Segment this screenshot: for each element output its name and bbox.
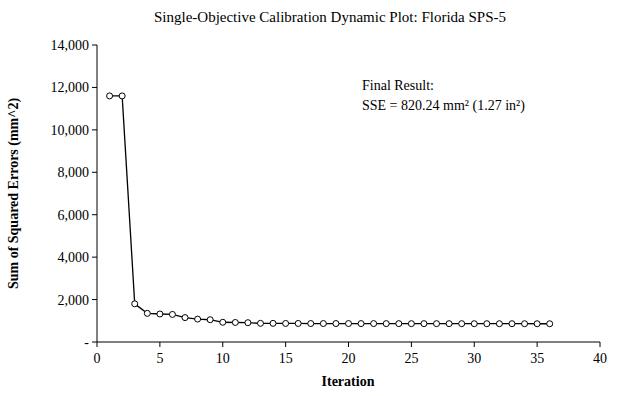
y-tick-label: 6,000 — [58, 208, 90, 223]
y-tick — [92, 172, 97, 173]
marker — [320, 321, 326, 327]
x-tick-label: 25 — [404, 351, 418, 366]
x-tick-label: 40 — [593, 351, 607, 366]
marker — [157, 311, 163, 317]
series-line — [110, 96, 550, 324]
marker — [522, 321, 528, 327]
marker — [333, 321, 339, 327]
x-tick-label: 30 — [467, 351, 481, 366]
marker — [471, 321, 477, 327]
y-tick-label: 2,000 — [58, 293, 90, 308]
x-tick — [411, 342, 412, 347]
marker — [358, 321, 364, 327]
marker — [446, 321, 452, 327]
x-tick — [159, 342, 160, 347]
x-tick — [348, 342, 349, 347]
marker — [547, 321, 553, 327]
y-tick-label: - — [84, 335, 89, 350]
marker — [295, 320, 301, 326]
y-axis — [97, 45, 98, 342]
annotation: Final Result: — [362, 78, 434, 93]
x-tick — [474, 342, 475, 347]
marker — [220, 319, 226, 325]
x-tick-label: 20 — [342, 351, 356, 366]
x-tick-label: 35 — [530, 351, 544, 366]
x-tick — [537, 342, 538, 347]
x-tick-label: 5 — [156, 351, 163, 366]
marker — [308, 321, 314, 327]
plot-area — [107, 93, 553, 327]
x-tick — [600, 342, 601, 347]
x-tick-label: 10 — [216, 351, 230, 366]
marker — [270, 320, 276, 326]
marker — [107, 93, 113, 99]
marker — [245, 320, 251, 326]
x-tick-label: 0 — [94, 351, 101, 366]
marker — [383, 321, 389, 327]
x-tick — [97, 342, 98, 347]
x-tick-label: 15 — [279, 351, 293, 366]
marker — [371, 321, 377, 327]
y-tick — [92, 342, 97, 343]
background — [0, 0, 625, 396]
marker — [207, 317, 213, 323]
y-tick-label: 10,000 — [51, 123, 90, 138]
marker — [396, 321, 402, 327]
marker — [484, 321, 490, 327]
y-tick-label: 4,000 — [58, 250, 90, 265]
marker — [496, 321, 502, 327]
y-axis-label: Sum of Squared Errors (mm^2) — [6, 98, 22, 290]
marker — [144, 310, 150, 316]
marker — [509, 321, 515, 327]
y-tick — [92, 257, 97, 258]
marker — [459, 321, 465, 327]
y-tick — [92, 214, 97, 215]
marker — [119, 93, 125, 99]
marker — [195, 316, 201, 322]
y-tick-label: 12,000 — [51, 80, 90, 95]
y-tick — [92, 87, 97, 88]
marker — [232, 319, 238, 325]
y-tick-label: 8,000 — [58, 165, 90, 180]
marker — [346, 321, 352, 327]
y-tick-label: 14,000 — [51, 38, 90, 53]
x-tick — [285, 342, 286, 347]
marker — [283, 320, 289, 326]
marker — [169, 311, 175, 317]
marker — [182, 315, 188, 321]
marker — [434, 321, 440, 327]
x-tick — [222, 342, 223, 347]
chart: Single-Objective Calibration Dynamic Plo… — [0, 0, 625, 396]
marker — [408, 321, 414, 327]
y-tick — [92, 299, 97, 300]
marker — [132, 301, 138, 307]
marker — [421, 321, 427, 327]
marker — [534, 321, 540, 327]
x-axis-label: Iteration — [322, 374, 375, 389]
y-tick — [92, 129, 97, 130]
title: Single-Objective Calibration Dynamic Plo… — [154, 9, 506, 25]
marker — [257, 320, 263, 326]
annotation: SSE = 820.24 mm² (1.27 in²) — [362, 98, 525, 114]
y-tick — [92, 45, 97, 46]
